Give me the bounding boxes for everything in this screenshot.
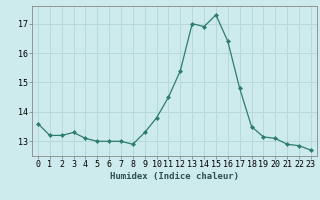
X-axis label: Humidex (Indice chaleur): Humidex (Indice chaleur) [110, 172, 239, 181]
